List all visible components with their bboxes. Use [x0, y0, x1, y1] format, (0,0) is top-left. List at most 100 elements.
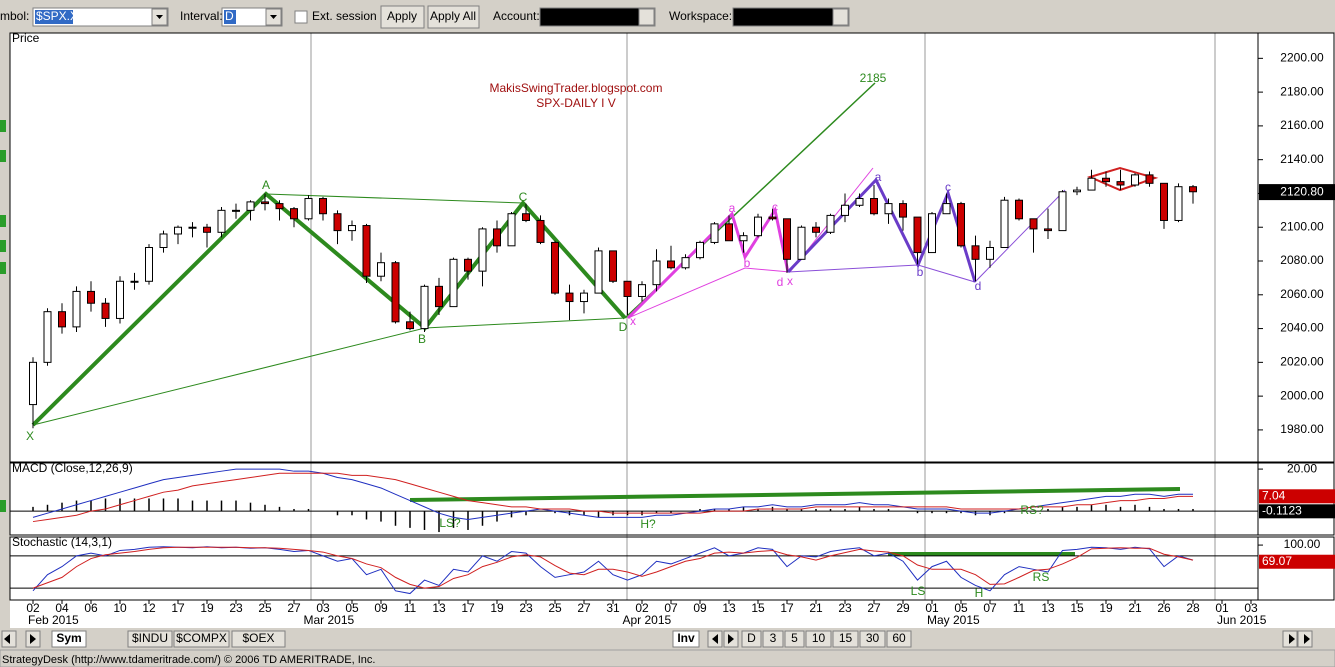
candle-body: [884, 203, 893, 215]
x-tick-label: 26: [1157, 601, 1171, 615]
candle-body: [348, 225, 356, 232]
candle-body: [101, 302, 110, 319]
last-price-label: 2120.80: [1280, 184, 1324, 198]
interval-highlight: [224, 10, 236, 24]
symbol-tab[interactable]: [173, 630, 230, 648]
symbol-tab[interactable]: [51, 630, 87, 648]
x-tick-label: 11: [404, 601, 417, 615]
side-icon: [0, 120, 6, 132]
interval-tab[interactable]: [784, 630, 805, 648]
y-tick-label: 2080.00: [1280, 253, 1324, 267]
y-tick-label: 2200.00: [1280, 51, 1324, 65]
workspace-select[interactable]: [732, 7, 850, 27]
x-tick-label: 13: [432, 601, 446, 615]
candle-body: [159, 233, 168, 249]
inv-tab[interactable]: [672, 630, 700, 648]
interval-tab[interactable]: [741, 630, 762, 648]
account-select[interactable]: [539, 7, 656, 27]
nav-arrow: [712, 634, 718, 644]
candle-body: [899, 203, 907, 218]
x-tick-label: 05: [954, 601, 968, 615]
dropdown-arrow: [156, 15, 163, 19]
y-tick-label: 2000.00: [1280, 388, 1324, 402]
candle-body: [29, 361, 37, 406]
interval-tab[interactable]: [832, 630, 859, 648]
ext-session-label: Ext. session: [312, 9, 377, 23]
pattern-label: C: [519, 190, 528, 204]
symbol-tab-label: $OEX: [242, 631, 274, 645]
candle-body: [478, 228, 487, 272]
account-dropdown[interactable]: [638, 8, 655, 26]
candle-body: [1044, 228, 1052, 232]
x-tick-label: 07: [664, 601, 678, 615]
interval-tab-label: 10: [812, 631, 826, 645]
magenta-base: [627, 267, 791, 319]
candle-body: [841, 204, 849, 216]
x-tick-label: 10: [113, 601, 127, 615]
candle-body: [275, 203, 284, 210]
candle-body: [609, 250, 617, 282]
candle-body: [638, 284, 646, 297]
symbol-highlight: [35, 10, 73, 24]
y-tick-label: 2040.00: [1280, 321, 1324, 335]
candle-body: [58, 311, 66, 328]
candle-body: [449, 258, 458, 308]
candle-body: [667, 260, 675, 269]
candle-body: [942, 203, 951, 215]
candle-body: [1116, 181, 1125, 186]
candle-body: [681, 257, 690, 269]
pattern-label: RS: [1033, 570, 1050, 584]
y-tick-label: 2060.00: [1280, 287, 1324, 301]
x-tick-label: 23: [838, 601, 852, 615]
pattern-label: d: [975, 279, 982, 293]
interval-tab[interactable]: [886, 630, 912, 648]
apply-all-button[interactable]: [427, 5, 480, 29]
y-tick-label: 100.00: [1284, 537, 1321, 551]
month-label: Apr 2015: [623, 613, 672, 627]
interval-tab[interactable]: [859, 630, 886, 648]
nav-arrow: [1304, 634, 1310, 644]
pattern-label: LS: [911, 584, 926, 598]
candle-body: [1145, 174, 1154, 184]
panel-title: MACD (Close,12,26,9): [12, 461, 133, 475]
candle-body: [232, 209, 240, 212]
x-tick-label: 03: [1244, 601, 1258, 615]
x-tick-label: 15: [751, 601, 765, 615]
apply-label: Apply: [387, 9, 417, 23]
x-tick-label: 15: [1070, 601, 1084, 615]
x-tick-label: 01: [925, 601, 939, 615]
symbol-tab[interactable]: [231, 630, 286, 648]
x-tick-label: 09: [693, 601, 707, 615]
pattern-label: LS?: [439, 516, 461, 530]
nav-arrow: [30, 634, 36, 644]
symbol-tab-label: $INDU: [132, 631, 168, 645]
readout-box: [1259, 489, 1335, 504]
y-tick-label: 2020.00: [1280, 355, 1324, 369]
last-price-box: [1259, 184, 1335, 201]
interval-tab[interactable]: [805, 630, 832, 648]
candle-body: [826, 214, 835, 233]
side-icon: [0, 215, 6, 227]
x-tick-label: 21: [809, 601, 823, 615]
month-label: Mar 2015: [304, 613, 355, 627]
candle-body: [913, 216, 922, 254]
readout-box: [1259, 554, 1335, 569]
apply-all-label: Apply All: [430, 9, 476, 23]
interval-tab[interactable]: [762, 630, 784, 648]
x-tick-label: 11: [1013, 601, 1026, 615]
symbol-tab[interactable]: [127, 630, 173, 648]
candle-body: [203, 226, 211, 233]
x-tick-label: 02: [635, 601, 649, 615]
indicator-line: [32, 468, 1193, 520]
readout-box: [1259, 504, 1335, 519]
side-icon: [0, 150, 6, 162]
apply-button[interactable]: [380, 5, 425, 29]
ext-session-checkbox[interactable]: [294, 10, 308, 24]
candle-body: [1174, 186, 1183, 221]
pattern-label: 2185: [860, 71, 887, 85]
candle-body: [710, 223, 719, 243]
candle-body: [304, 198, 313, 220]
y-tick-label: 2180.00: [1280, 84, 1324, 98]
panel-frame: [9, 32, 1335, 463]
workspace-dropdown[interactable]: [832, 8, 849, 26]
